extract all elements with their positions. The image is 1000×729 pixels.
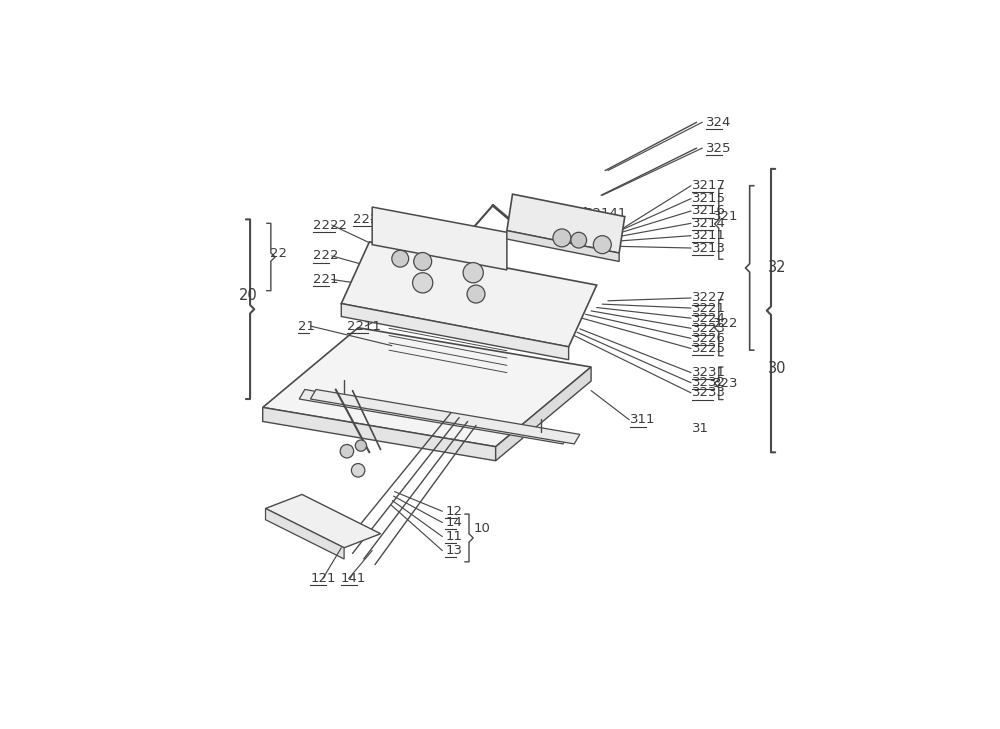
Polygon shape <box>372 207 507 270</box>
Polygon shape <box>507 194 625 253</box>
Text: 20: 20 <box>239 288 257 303</box>
Text: 22: 22 <box>270 246 287 260</box>
Text: 222: 222 <box>313 249 339 262</box>
Text: 321: 321 <box>713 210 739 223</box>
Circle shape <box>414 252 432 270</box>
Text: 3223: 3223 <box>692 321 726 335</box>
Text: 21: 21 <box>298 319 315 332</box>
Circle shape <box>571 233 587 248</box>
Text: 10: 10 <box>473 522 490 534</box>
Text: 141: 141 <box>341 572 366 585</box>
Polygon shape <box>266 509 344 559</box>
Text: 3227: 3227 <box>692 292 726 305</box>
Text: 2221: 2221 <box>353 213 387 226</box>
Text: 32: 32 <box>768 260 786 275</box>
Text: 3221: 3221 <box>692 302 726 315</box>
Text: 3214: 3214 <box>692 217 726 230</box>
Text: 31: 31 <box>692 422 709 435</box>
Text: 12: 12 <box>445 504 462 518</box>
Circle shape <box>593 235 611 254</box>
Polygon shape <box>507 230 619 262</box>
Text: 3233: 3233 <box>692 386 726 399</box>
Circle shape <box>355 440 367 451</box>
Text: 2222: 2222 <box>313 219 347 232</box>
Text: 13: 13 <box>445 544 462 557</box>
Text: 3213: 3213 <box>692 241 726 254</box>
Polygon shape <box>299 389 569 444</box>
Text: 323: 323 <box>713 378 739 390</box>
Text: 121: 121 <box>310 572 336 585</box>
Text: 3215: 3215 <box>692 192 726 205</box>
Polygon shape <box>263 328 591 447</box>
Text: 3224: 3224 <box>692 312 726 324</box>
Circle shape <box>413 273 433 293</box>
Text: 11: 11 <box>445 530 462 543</box>
Text: 3231: 3231 <box>692 366 726 379</box>
Circle shape <box>463 262 483 283</box>
Polygon shape <box>341 242 597 347</box>
Text: 311: 311 <box>630 413 656 426</box>
Text: 3226: 3226 <box>692 332 726 345</box>
Text: 3217: 3217 <box>692 179 726 192</box>
Text: 2211: 2211 <box>347 319 381 332</box>
Text: 3211: 3211 <box>692 229 726 242</box>
Circle shape <box>553 229 571 247</box>
Circle shape <box>351 464 365 477</box>
Text: 32141: 32141 <box>585 207 628 220</box>
Polygon shape <box>263 408 496 461</box>
Text: 322: 322 <box>713 316 739 330</box>
Polygon shape <box>341 303 569 359</box>
Circle shape <box>467 285 485 303</box>
Circle shape <box>392 250 409 267</box>
Circle shape <box>340 445 354 458</box>
Text: 325: 325 <box>706 141 732 155</box>
Polygon shape <box>266 494 381 547</box>
Text: 30: 30 <box>768 361 786 375</box>
Text: 3232: 3232 <box>692 376 726 389</box>
Text: 221: 221 <box>313 273 339 286</box>
Text: 3216: 3216 <box>692 204 726 217</box>
Polygon shape <box>496 367 591 461</box>
Text: 3225: 3225 <box>692 342 726 355</box>
Text: 324: 324 <box>706 116 732 129</box>
Text: 14: 14 <box>445 516 462 529</box>
Polygon shape <box>310 389 580 444</box>
